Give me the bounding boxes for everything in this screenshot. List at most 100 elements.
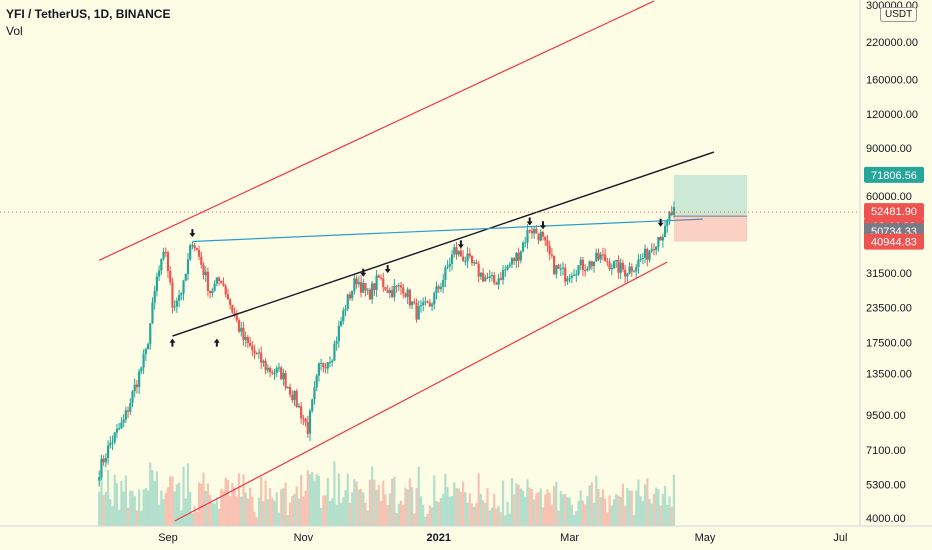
volume-bar <box>670 506 673 526</box>
volume-bar <box>617 495 620 526</box>
volume-bar <box>402 504 405 526</box>
volume-bar <box>637 479 640 526</box>
candle-body <box>610 267 613 270</box>
time-axis[interactable]: Sep Nov 2021 Mar May Jul <box>158 532 847 544</box>
volume-indicator-title[interactable]: Vol <box>6 24 23 38</box>
price-tick-label: 31500.00 <box>866 268 912 280</box>
candle-body <box>430 304 434 307</box>
candle-body <box>311 399 314 411</box>
candle-body <box>435 286 438 294</box>
candle-body <box>506 266 509 270</box>
candle-body <box>632 271 636 273</box>
volume-bar <box>553 486 556 526</box>
candle-body <box>661 236 664 241</box>
volume-bar <box>118 509 121 526</box>
arrow-down-marker <box>384 265 391 274</box>
volume-bar <box>493 493 496 526</box>
volume-bar <box>337 473 340 526</box>
candle-body <box>102 458 105 463</box>
volume-bar <box>433 475 436 526</box>
volume-bar <box>215 497 218 526</box>
candle-body <box>510 258 514 265</box>
volume-bar <box>450 495 454 526</box>
volume-bar <box>548 492 551 526</box>
volume-bar <box>610 505 613 526</box>
candle-body <box>599 254 602 260</box>
volume-bar <box>122 491 125 526</box>
candle-body <box>255 353 258 355</box>
candle-body <box>497 278 500 285</box>
volume-bar <box>131 490 134 526</box>
volume-bar <box>477 473 480 526</box>
volume-bar <box>135 510 139 526</box>
volume-bar <box>464 492 467 526</box>
candle-body <box>637 259 640 268</box>
candle-body <box>528 229 531 231</box>
time-tick-label: Jul <box>833 532 847 544</box>
candle-body <box>584 269 587 271</box>
volume-bar <box>297 498 301 526</box>
candle-body <box>395 285 398 287</box>
candle-body <box>295 390 298 407</box>
volume-bar <box>368 479 372 526</box>
candle-body <box>657 237 660 247</box>
volume-bar <box>566 497 569 526</box>
candle-body <box>146 343 150 349</box>
candle-body <box>475 262 478 265</box>
candle-body <box>302 418 305 420</box>
candle-body <box>382 278 385 287</box>
candle-body <box>113 432 116 443</box>
volume-bar <box>200 483 203 526</box>
candle-body <box>129 402 132 412</box>
price-tick-label: 9500.00 <box>866 410 906 422</box>
volume-bar <box>373 479 376 526</box>
candle-body <box>364 283 367 291</box>
volume-bar <box>375 489 378 526</box>
candle-body <box>595 252 598 262</box>
price-axis[interactable]: 300000.00220000.00160000.00120000.009000… <box>866 0 918 525</box>
price-tick-label: 160000.00 <box>866 75 918 87</box>
candle-body <box>399 285 403 288</box>
volume-bar <box>193 506 196 526</box>
symbol-title[interactable]: YFI / TetherUS, 1D, BINANCE <box>6 7 171 21</box>
currency-button[interactable]: USDT <box>880 7 918 22</box>
candle-body <box>413 301 416 303</box>
volume-bar <box>120 480 123 526</box>
candle-body <box>515 252 518 262</box>
time-tick-label: 2021 <box>426 532 450 544</box>
candle-body <box>466 253 469 262</box>
volume-bar <box>528 487 531 526</box>
arrow-down-marker <box>360 268 367 277</box>
candle-body <box>422 302 425 306</box>
volume-bar <box>539 488 542 526</box>
volume-bar <box>513 494 516 526</box>
volume-bar <box>151 470 154 526</box>
candle-body <box>173 306 176 308</box>
candle-body <box>275 367 278 373</box>
candle-body <box>513 258 516 262</box>
candle-body <box>237 320 241 332</box>
candle-body <box>419 305 423 307</box>
volume-bar <box>160 490 163 526</box>
volume-bar <box>202 472 205 526</box>
volume-bar <box>435 501 438 526</box>
volume-bar <box>497 506 500 526</box>
volume-bar <box>339 503 343 526</box>
volume-bar <box>470 503 474 526</box>
volume-bar <box>615 494 618 526</box>
volume-bar <box>355 481 358 526</box>
arrow-up-marker <box>169 338 176 347</box>
candle-body <box>406 289 409 297</box>
volume-bar <box>220 488 223 526</box>
candle-body <box>288 386 292 395</box>
candle-body <box>111 442 114 444</box>
candle-body <box>484 277 487 282</box>
candle-body <box>384 286 387 291</box>
volume-bar <box>209 494 212 526</box>
volume-bar <box>481 500 485 526</box>
candles <box>98 201 676 487</box>
candle-body <box>481 272 485 282</box>
volume-bar <box>488 510 491 526</box>
